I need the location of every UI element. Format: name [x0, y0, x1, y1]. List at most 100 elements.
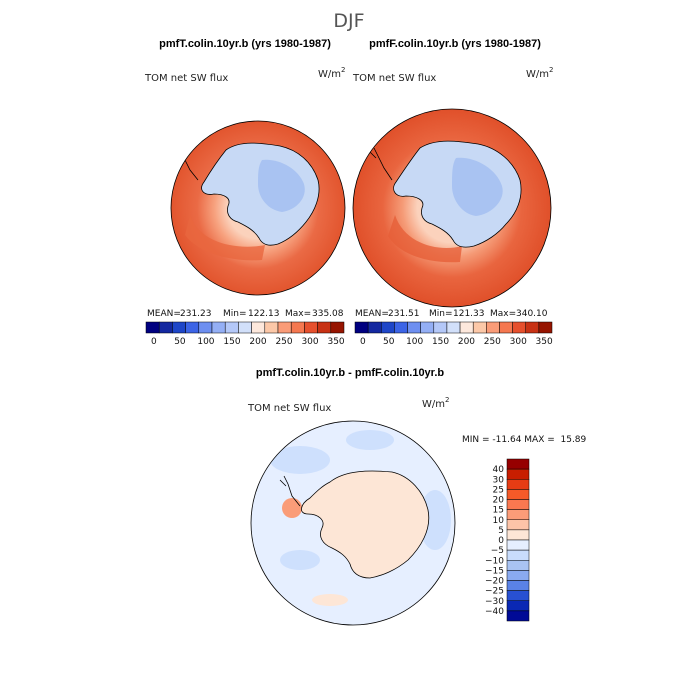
- figure-title: DJF: [333, 10, 364, 32]
- panel-diff-blue-patch: [346, 430, 394, 450]
- colorbar-tick-label: 20: [493, 496, 505, 506]
- colorbar-cell: [506, 549, 530, 561]
- colorbar-tick-label: 10: [493, 516, 505, 526]
- panel-left-map: [170, 120, 346, 296]
- colorbar-cell: [506, 519, 530, 531]
- colorbar-tick-label: 15: [493, 506, 504, 516]
- colorbar-cell: [506, 590, 530, 601]
- panel-diff: pmfT.colin.10yr.b - pmfF.colin.10yr.b TO…: [247, 367, 587, 626]
- panel-right-mean-label: MEAN=: [355, 309, 389, 319]
- panel-left-title: pmfT.colin.10yr.b (yrs 1980-1987): [159, 38, 331, 50]
- colorbar-tick-label: 100: [406, 337, 423, 347]
- colorbar-tick-label: 200: [458, 337, 475, 347]
- colorbar-tick-label: −30: [485, 597, 504, 607]
- panel-left-units: W/m2: [318, 66, 345, 80]
- panel-right-min-label: Min=: [429, 309, 453, 319]
- panel-diff-border: [250, 420, 456, 626]
- colorbar-cell: [420, 321, 435, 334]
- colorbar-cell: [506, 468, 530, 480]
- panel-left-mean-label: MEAN=: [147, 309, 181, 319]
- panel-diff-blue-patch: [270, 446, 330, 474]
- colorbar-tick-label: 50: [383, 337, 395, 347]
- colorbar-cell: [506, 610, 530, 622]
- colorbar-cell: [317, 321, 332, 334]
- panel-right-plateau: [452, 157, 503, 216]
- colorbar-tick-label: 250: [484, 337, 501, 347]
- colorbar-cell: [251, 321, 266, 334]
- colorbar-cell: [145, 321, 160, 334]
- colorbar-cell: [506, 529, 530, 541]
- panel-left-stats: MEAN= 231.23 Min= 122.13 Max= 335.08: [147, 309, 344, 319]
- panel-right-stats: MEAN= 231.51 Min= 121.33 Max= 340.10: [355, 309, 548, 319]
- colorbar-cell: [185, 321, 200, 334]
- colorbar-cell: [277, 321, 292, 334]
- colorbar-cell: [394, 321, 408, 334]
- colorbar-cell: [506, 509, 530, 520]
- panel-left-border: [170, 120, 346, 296]
- colorbar-tick-label: 0: [498, 536, 504, 546]
- panel-left-colorbar: 0 50 100 150 200 250 300 350: [145, 321, 345, 347]
- panel-diff-units: W/m2: [422, 396, 449, 410]
- panel-right-max-label: Max=: [490, 309, 516, 319]
- panel-diff-blue-patch: [280, 550, 320, 570]
- colorbar-tick-label: 200: [249, 337, 266, 347]
- colorbar-tick-label: −15: [485, 566, 504, 576]
- panel-diff-map: [250, 420, 456, 626]
- panel-left: pmfT.colin.10yr.b (yrs 1980-1987) TOM ne…: [144, 38, 345, 347]
- panel-right-units: W/m2: [526, 66, 553, 80]
- panel-left-mean: 231.23: [180, 309, 212, 319]
- colorbar-tick-label: 25: [493, 485, 504, 495]
- panel-right-colorbar: 0 50 100 150 200 250 300 350: [354, 321, 553, 347]
- colorbar-tick-label: 250: [275, 337, 292, 347]
- colorbar-cell: [512, 321, 526, 334]
- panel-left-min: 122.13: [248, 309, 280, 319]
- colorbar-cell: [506, 580, 530, 591]
- colorbar-cell: [158, 321, 173, 334]
- colorbar-cell: [525, 321, 540, 334]
- colorbar-cell: [506, 539, 530, 551]
- colorbar-cell: [381, 321, 395, 334]
- colorbar-tick-label: 150: [223, 337, 240, 347]
- colorbar-tick-label: 0: [151, 337, 157, 347]
- colorbar-tick-label: −10: [485, 556, 504, 566]
- colorbar-cell: [433, 321, 448, 334]
- colorbar-cell: [506, 570, 530, 581]
- panel-right-warm-band: [388, 215, 462, 263]
- colorbar-cell: [506, 479, 530, 490]
- colorbar-cell: [499, 321, 513, 334]
- panel-diff-stats: MIN = -11.64 MAX = 15.89: [462, 435, 587, 445]
- panel-left-max: 335.08: [312, 309, 344, 319]
- colorbar-cell: [224, 321, 239, 334]
- colorbar-tick-label: 50: [174, 337, 186, 347]
- colorbar-cell: [538, 321, 553, 334]
- panel-diff-warm-patch: [282, 498, 302, 518]
- colorbar-cell: [330, 321, 345, 334]
- panel-diff-warm-patch: [312, 594, 348, 606]
- panel-left-min-label: Min=: [223, 309, 247, 319]
- colorbar-cell: [486, 321, 500, 334]
- colorbar-cell: [506, 600, 530, 612]
- colorbar-cell: [506, 489, 530, 500]
- panel-right-mean: 231.51: [388, 309, 420, 319]
- colorbar-cell: [290, 321, 305, 334]
- panel-right-border: [352, 108, 552, 308]
- panel-right-title: pmfF.colin.10yr.b (yrs 1980-1987): [369, 38, 541, 50]
- colorbar-tick-label: −25: [485, 587, 504, 597]
- panel-left-max-label: Max=: [285, 309, 311, 319]
- panel-right-variable: TOM net SW flux: [352, 73, 436, 84]
- panel-left-variable: TOM net SW flux: [144, 73, 228, 84]
- panel-diff-title: pmfT.colin.10yr.b - pmfF.colin.10yr.b: [256, 367, 445, 379]
- colorbar-cell: [354, 321, 369, 334]
- colorbar-cell: [264, 321, 279, 334]
- panel-diff-antarctica: [301, 470, 430, 579]
- panel-diff-peninsula: [279, 475, 301, 507]
- colorbar-cell: [506, 499, 530, 510]
- colorbar-cell: [506, 458, 530, 470]
- colorbar-tick-label: 150: [432, 337, 449, 347]
- colorbar-cell: [506, 560, 530, 571]
- panel-right-min: 121.33: [453, 309, 485, 319]
- colorbar-tick-label: 300: [510, 337, 527, 347]
- colorbar-cell: [407, 321, 421, 334]
